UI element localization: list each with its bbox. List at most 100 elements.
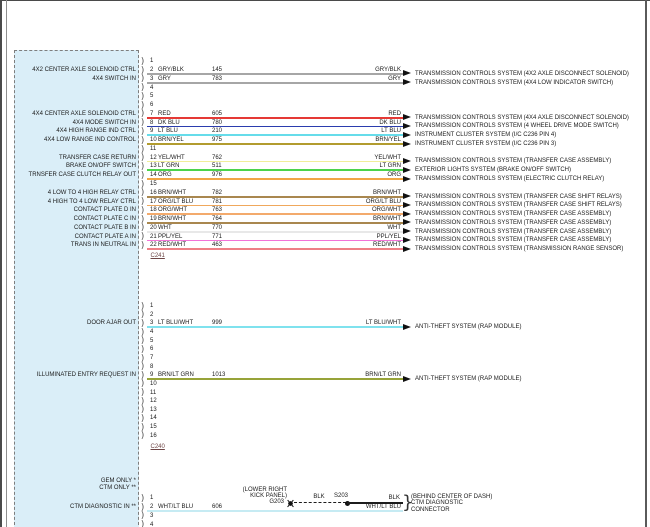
destination-label: TRANSMISSION CONTROLS SYSTEM (TRANSFER C… <box>415 202 622 209</box>
circuit-number: 781 <box>212 198 223 205</box>
pin-socket-icon: ) <box>140 344 146 355</box>
wire-color-label-right: GRY/BLK <box>375 66 401 73</box>
signal-label: CONTACT PLATE B IN <box>73 224 136 231</box>
pin-number: 4 <box>150 84 154 91</box>
pin-socket-icon: ) <box>140 431 146 442</box>
pin-number: 7 <box>150 354 154 361</box>
pin-number: 9 <box>150 372 154 379</box>
wire-line <box>147 195 403 198</box>
signal-label: CTM DIAGNOSTIC IN ** <box>69 504 136 510</box>
pin-number: 21 <box>150 233 157 240</box>
pin-socket-icon: ) <box>140 135 146 146</box>
pin-socket-icon: ) <box>140 188 146 199</box>
pin-number: 16 <box>150 189 157 196</box>
wire-color-label-right: DK BLU <box>379 119 401 126</box>
pin-socket-icon: ) <box>140 109 146 120</box>
pin-socket-icon: ) <box>140 223 146 234</box>
circuit-number: 210 <box>212 128 223 135</box>
pin-socket-icon: ) <box>140 379 146 390</box>
frame-border-right <box>644 0 647 527</box>
frame-border-top <box>0 0 650 2</box>
pin-number: 7 <box>150 110 154 117</box>
note-ctm-only: CTM ONLY ** <box>99 484 136 491</box>
pin-number: 9 <box>150 128 154 135</box>
destination-label: TRANSMISSION CONTROLS SYSTEM (4X2 AXLE D… <box>415 70 629 77</box>
circuit-number: 782 <box>212 189 223 196</box>
connector-label[interactable]: C240 <box>150 443 165 450</box>
pin-number: 8 <box>150 363 154 370</box>
pin-number: 1 <box>150 303 154 309</box>
pin-socket-icon: ) <box>140 502 146 513</box>
wire-line <box>147 72 403 75</box>
signal-label: 4X4 SWITCH IN <box>92 75 136 82</box>
destination-label: TRANSMISSION CONTROLS SYSTEM (TRANSFER C… <box>415 237 612 244</box>
wire-line <box>147 248 403 251</box>
wire-line <box>147 160 403 163</box>
arrow-icon <box>403 131 411 138</box>
pin-socket-icon: ) <box>140 91 146 102</box>
wire-line <box>147 239 403 242</box>
signal-label: BRAKE ON/OFF SWITCH <box>65 163 136 170</box>
pin-number: 19 <box>150 216 157 223</box>
destination-label: ANTI-THEFT SYSTEM (RAP MODULE) <box>415 324 522 331</box>
pin-socket-icon: ) <box>140 396 146 407</box>
arrow-icon <box>403 323 411 330</box>
destination-label: TRANSMISSION CONTROLS SYSTEM (TRANSFER C… <box>415 228 612 235</box>
splice-id-label: S203 <box>333 492 348 499</box>
pin-number: 6 <box>150 102 154 109</box>
pin-socket-icon: ) <box>140 65 146 76</box>
wire-color-label-right: ORG <box>387 172 401 179</box>
destination-label: TRANSMISSION CONTROLS SYSTEM (4X4 LOW IN… <box>415 79 614 86</box>
blk-wire-label-2: BLK <box>388 494 400 501</box>
wire-line <box>147 378 403 380</box>
wire-color-label: GRY/BLK <box>158 66 184 73</box>
circuit-number: 780 <box>212 119 223 126</box>
pin-number: 11 <box>150 145 157 152</box>
signal-label: CONTACT PLATE C IN <box>73 216 136 223</box>
blk-wire-dashed <box>294 502 346 503</box>
pin-number: 11 <box>150 389 157 396</box>
arrow-icon <box>403 375 411 382</box>
circuit-number: 463 <box>212 242 223 249</box>
pin-socket-icon: ) <box>140 318 146 329</box>
pin-number: 10 <box>150 380 157 387</box>
signal-label: 4 LOW TO 4 HIGH RELAY CTRL <box>47 189 136 196</box>
blk-wire-solid <box>347 502 403 504</box>
wire-line <box>147 116 403 119</box>
destination-label: TRANSMISSION CONTROLS SYSTEM (4 WHEEL DR… <box>415 123 619 130</box>
pin-number: 4 <box>150 521 154 527</box>
destination-label: EXTERIOR LIGHTS SYSTEM (BRAKE ON/OFF SWI… <box>415 167 572 174</box>
pin-number: 8 <box>150 119 154 126</box>
signal-label: DOOR AJAR OUT <box>86 320 136 327</box>
wire-line <box>147 230 403 233</box>
wire-color-label: RED <box>158 110 171 117</box>
pin-number: 13 <box>150 163 157 170</box>
pin-socket-icon: ) <box>140 179 146 190</box>
wire-line <box>147 178 403 180</box>
arrow-icon <box>403 79 411 86</box>
signal-label: CONTACT PLATE A IN <box>74 233 136 240</box>
destination-label: TRANSMISSION CONTROLS SYSTEM (4X4 AXLE D… <box>415 114 629 121</box>
ctm-dest-line2: CTM DIAGNOSTIC <box>411 500 463 506</box>
wire-line <box>147 222 403 224</box>
pin-socket-icon: ) <box>140 493 146 504</box>
destination-label: INSTRUMENT CLUSTER SYSTEM (I/C C236 PIN … <box>415 132 557 139</box>
pin-socket-icon: ) <box>140 144 146 155</box>
pin-socket-icon: ) <box>140 100 146 111</box>
wire-color-label-right: GRY <box>388 75 401 82</box>
pin-socket-icon: ) <box>140 205 146 216</box>
wire-color-label: ORG/WHT <box>158 207 187 214</box>
connector-label[interactable]: C241 <box>150 253 165 260</box>
destination-label: TRANSMISSION CONTROLS SYSTEM (TRANSMISSI… <box>415 246 624 253</box>
wire-line <box>147 510 403 512</box>
ctm-dest-line1: (BEHIND CENTER OF DASH) <box>411 493 493 500</box>
pin-socket-icon: ) <box>140 118 146 129</box>
pin-number: 5 <box>150 93 154 100</box>
wire-color-label: RED/WHT <box>158 242 186 249</box>
signal-label: TRANS IN NEUTRAL IN <box>70 242 136 249</box>
arrow-icon <box>403 228 411 235</box>
circuit-number: 975 <box>212 137 223 144</box>
wire-color-label-right: PPL/YEL <box>376 233 401 240</box>
circuit-number: 783 <box>212 75 223 82</box>
